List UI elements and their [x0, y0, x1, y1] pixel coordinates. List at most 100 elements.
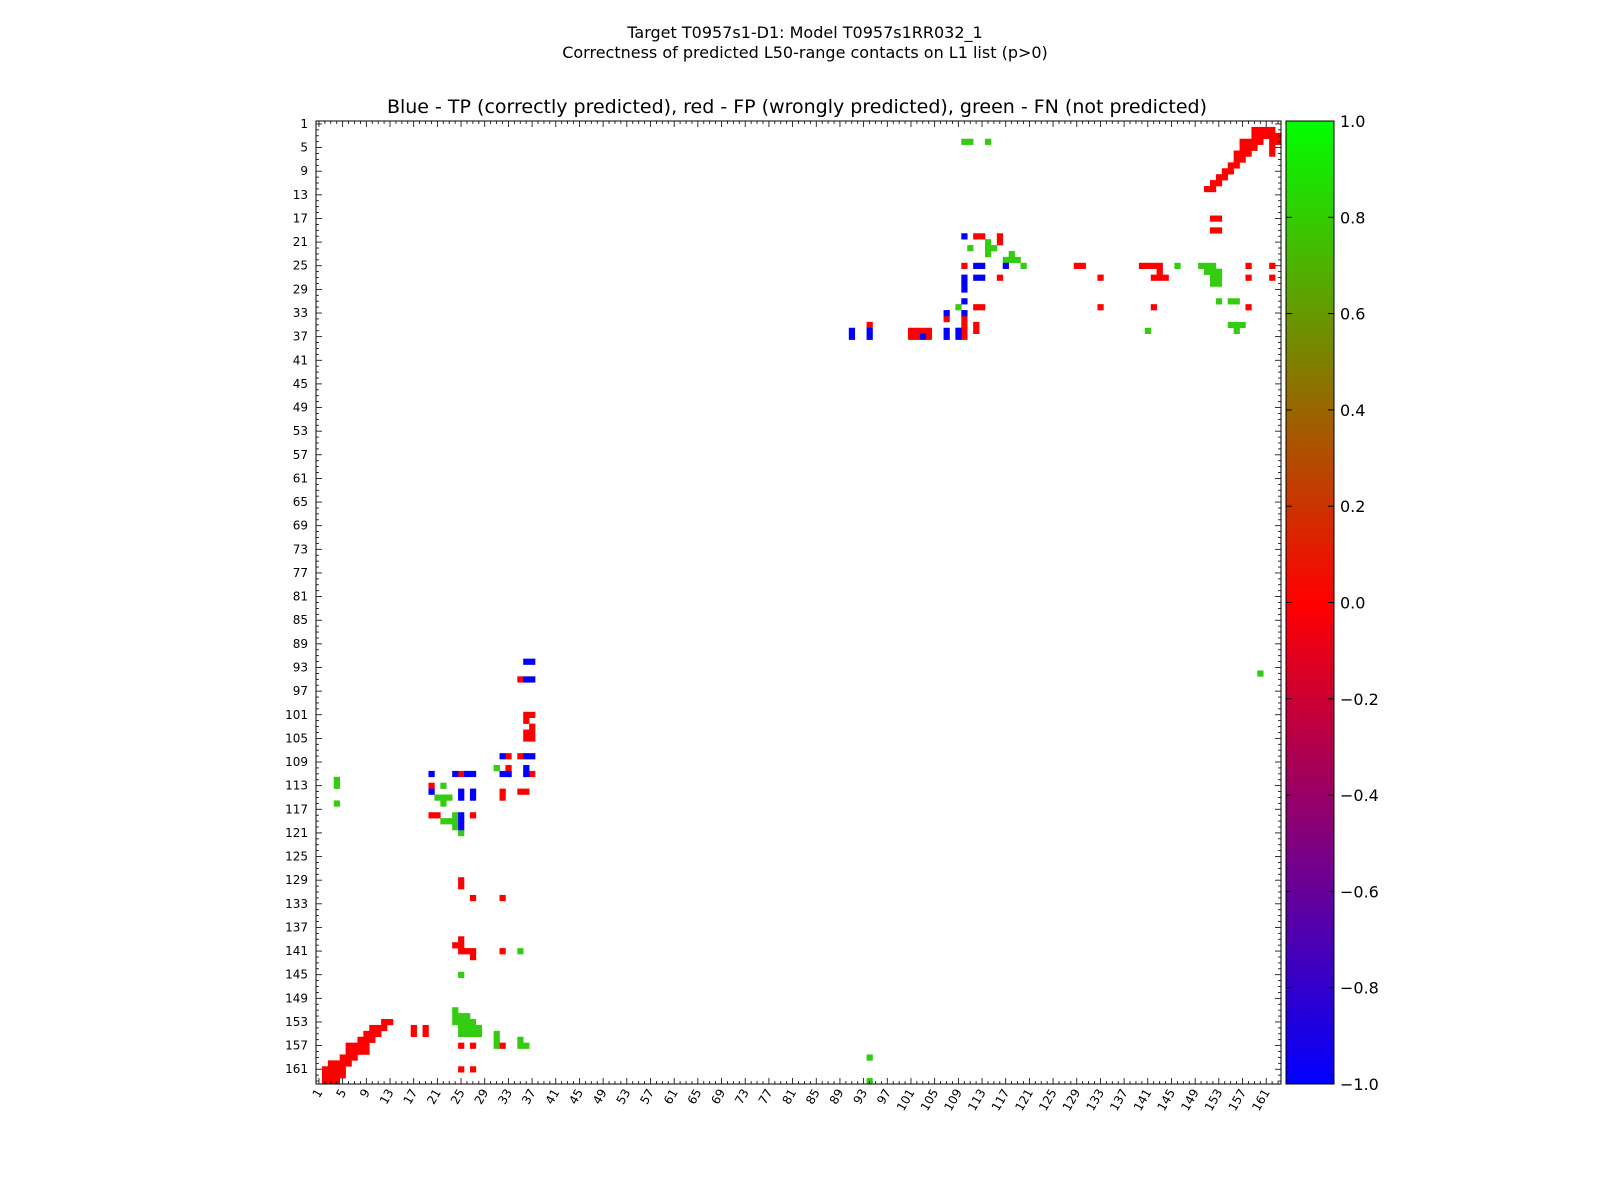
colorbar-tick-label: −0.4 [1340, 786, 1379, 805]
tp-cell [961, 310, 968, 317]
fn-cell [458, 1019, 465, 1026]
y-tick-label: 69 [293, 519, 308, 533]
fn-cell [1233, 327, 1240, 334]
y-tick-label: 21 [293, 235, 308, 249]
fp-cell [961, 321, 968, 329]
fp-cell [1079, 262, 1086, 269]
fp-cell [517, 753, 524, 760]
y-tick-label: 53 [293, 424, 308, 438]
fn-cell [493, 764, 500, 772]
fp-cell [321, 1066, 329, 1073]
axis-ticks [316, 121, 1281, 1084]
fp-cell [410, 1024, 417, 1032]
y-tick-label: 93 [293, 660, 308, 674]
fn-cell [464, 1024, 471, 1032]
tp-cell [505, 770, 512, 778]
fn-cell [333, 782, 340, 789]
fn-cell [1008, 250, 1015, 258]
fp-cell [1257, 126, 1264, 134]
x-tick-label: 25 [448, 1087, 468, 1107]
x-tick-label: 41 [543, 1087, 563, 1107]
fp-cell [469, 954, 477, 961]
fp-cell [529, 770, 536, 778]
fp-cell [422, 1030, 429, 1038]
fp-cell [1144, 262, 1152, 269]
fp-cell [458, 948, 465, 955]
fp-cell [369, 1036, 376, 1043]
fp-cell [523, 711, 530, 719]
x-tick-label: 37 [519, 1087, 539, 1107]
y-tick-label: 41 [293, 353, 308, 367]
x-tick-label: 9 [357, 1087, 373, 1101]
fp-cell [499, 1042, 506, 1049]
fp-cell [1215, 227, 1223, 234]
tp-cell [523, 676, 530, 683]
fp-cell [339, 1066, 346, 1073]
fn-cell [458, 971, 465, 978]
fp-cell [327, 1066, 335, 1073]
tp-cell [973, 262, 980, 269]
y-tick-label: 157 [285, 1039, 308, 1053]
fp-cell [469, 1066, 477, 1073]
fp-cell [458, 877, 465, 884]
tp-cell [979, 274, 986, 281]
fp-cell [458, 936, 465, 943]
fn-cell [984, 239, 992, 246]
x-tick-label: 69 [708, 1087, 728, 1107]
fn-cell [1227, 321, 1234, 329]
tp-cell [529, 658, 536, 665]
x-tick-label: 141 [1131, 1087, 1155, 1114]
tp-cell [848, 333, 856, 340]
fn-cell [1209, 274, 1217, 281]
fn-cell [1144, 327, 1152, 334]
fp-cell [1257, 132, 1264, 140]
contact-cells [321, 126, 1282, 1085]
fp-cell [333, 1066, 340, 1073]
fn-cell [475, 1030, 483, 1038]
fn-cell [464, 1013, 471, 1020]
y-tick-label: 97 [293, 684, 308, 698]
fp-cell [345, 1060, 352, 1067]
tp-cell [866, 333, 873, 340]
fp-cell [505, 764, 512, 772]
fp-cell [1257, 138, 1264, 145]
tp-cell [458, 818, 465, 825]
fn-cell [1233, 321, 1240, 329]
fn-cell [1014, 256, 1021, 264]
fp-cell [1245, 138, 1252, 145]
fn-cell [1215, 298, 1223, 305]
fp-cell [1233, 156, 1240, 163]
fp-cell [1156, 268, 1163, 275]
fn-cell [493, 1042, 500, 1049]
fp-cell [422, 1024, 429, 1032]
fp-cell [345, 1048, 352, 1055]
fn-cell [452, 812, 459, 819]
tp-cell [943, 333, 950, 340]
fp-cell [1269, 126, 1276, 134]
x-tick-label: 93 [850, 1087, 870, 1107]
x-tick-label: 33 [495, 1087, 515, 1107]
fp-cell [1251, 138, 1258, 145]
fn-cell [517, 948, 524, 955]
x-tick-label: 109 [941, 1087, 965, 1114]
x-tick-label: 113 [965, 1087, 989, 1114]
fn-cell [458, 1030, 465, 1038]
fp-cell [1251, 126, 1258, 134]
fp-cell [351, 1042, 358, 1049]
fn-cell [517, 1042, 524, 1049]
fp-cell [1221, 174, 1229, 181]
fn-cell [464, 1019, 471, 1026]
fp-cell [529, 711, 536, 719]
fp-cell [523, 717, 530, 724]
fp-cell [979, 233, 986, 240]
fp-cell [1227, 168, 1234, 175]
y-tick-label: 161 [285, 1062, 308, 1076]
fp-cell [1263, 132, 1270, 140]
tp-cell [458, 788, 465, 795]
tp-cell [452, 770, 459, 778]
fp-cell [1269, 274, 1276, 281]
x-tick-label: 133 [1083, 1087, 1107, 1114]
y-tick-label: 17 [293, 211, 308, 225]
fp-cell [1215, 215, 1223, 222]
fp-cell [1209, 180, 1217, 187]
